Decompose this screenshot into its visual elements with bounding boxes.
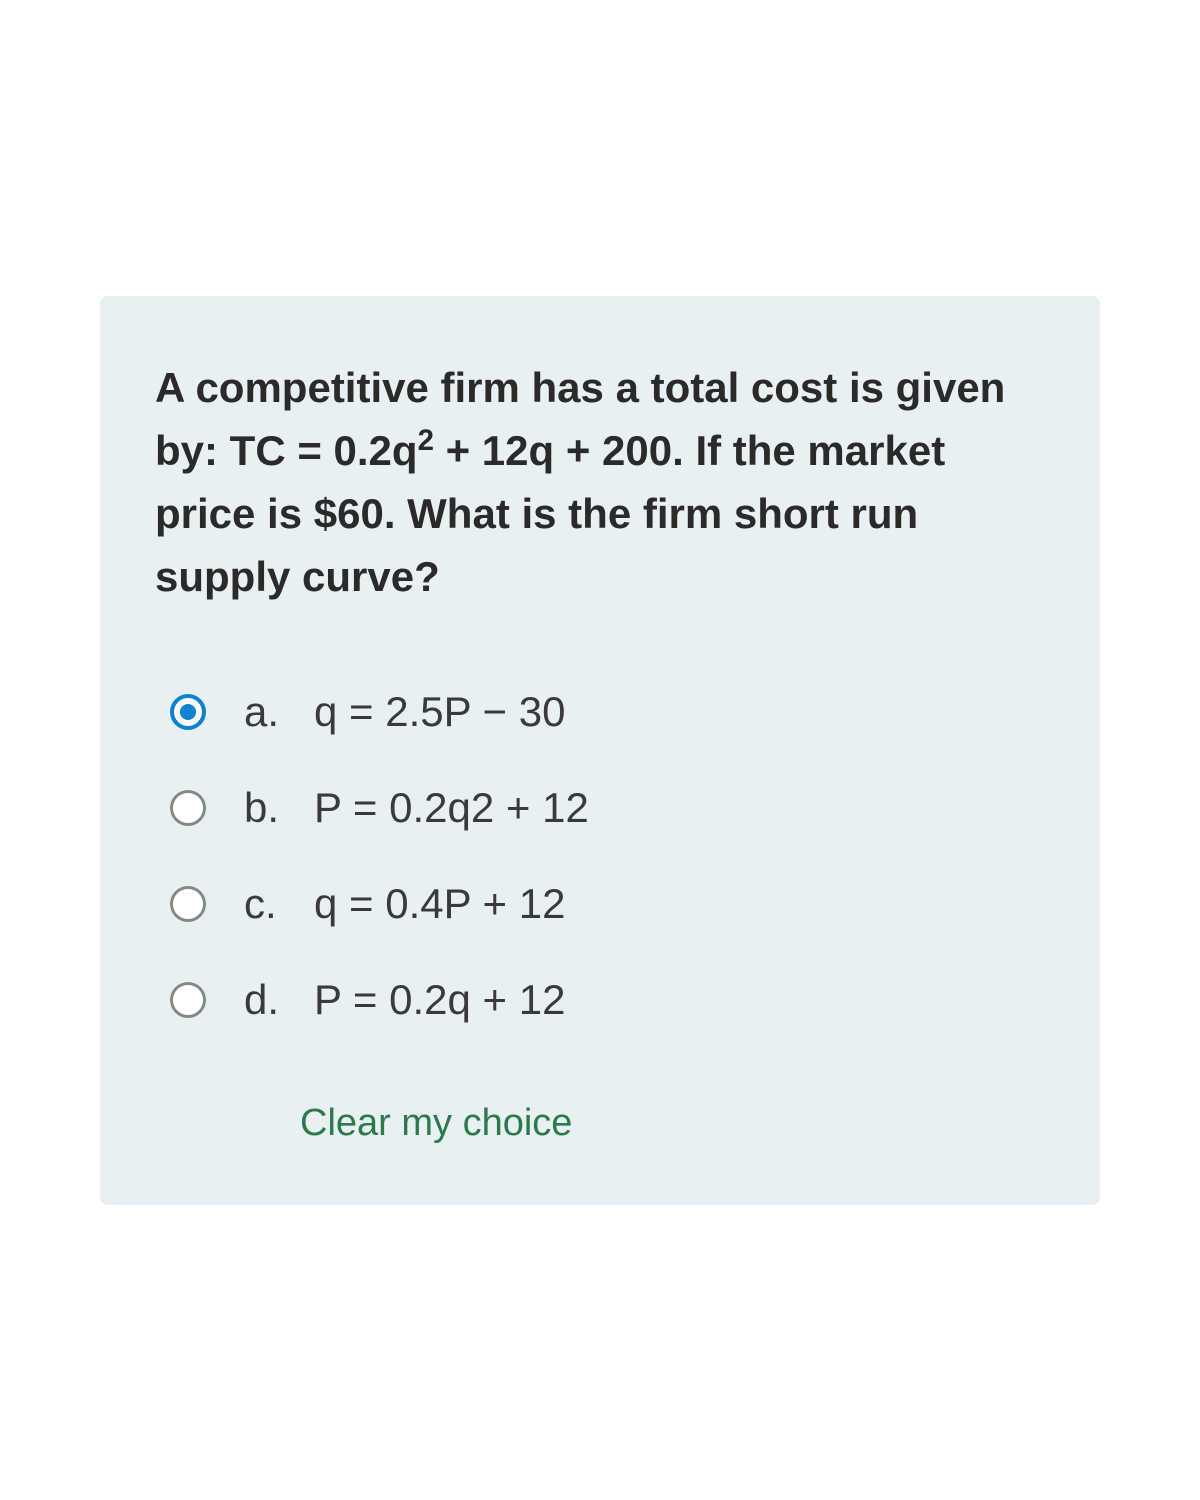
option-letter: a. (244, 688, 314, 736)
option-b[interactable]: b. P = 0.2q2 + 12 (170, 784, 1045, 832)
radio-button-c[interactable] (170, 886, 206, 922)
option-letter: b. (244, 784, 314, 832)
option-d[interactable]: d. P = 0.2q + 12 (170, 976, 1045, 1024)
option-letter: d. (244, 976, 314, 1024)
radio-button-d[interactable] (170, 982, 206, 1018)
question-text: A competitive firm has a total cost is g… (155, 356, 1045, 608)
radio-button-a[interactable] (170, 694, 206, 730)
question-superscript: 2 (418, 424, 434, 457)
radio-dot-icon (180, 704, 196, 720)
option-text: P = 0.2q2 + 12 (314, 784, 589, 832)
quiz-card: A competitive firm has a total cost is g… (100, 296, 1100, 1205)
option-text: P = 0.2q + 12 (314, 976, 565, 1024)
radio-button-b[interactable] (170, 790, 206, 826)
option-text: q = 0.4P + 12 (314, 880, 565, 928)
clear-choice-link[interactable]: Clear my choice (300, 1102, 572, 1145)
options-list: a. q = 2.5P − 30 b. P = 0.2q2 + 12 c. q … (155, 688, 1045, 1024)
option-letter: c. (244, 880, 314, 928)
option-text: q = 2.5P − 30 (314, 688, 565, 736)
option-a[interactable]: a. q = 2.5P − 30 (170, 688, 1045, 736)
option-c[interactable]: c. q = 0.4P + 12 (170, 880, 1045, 928)
